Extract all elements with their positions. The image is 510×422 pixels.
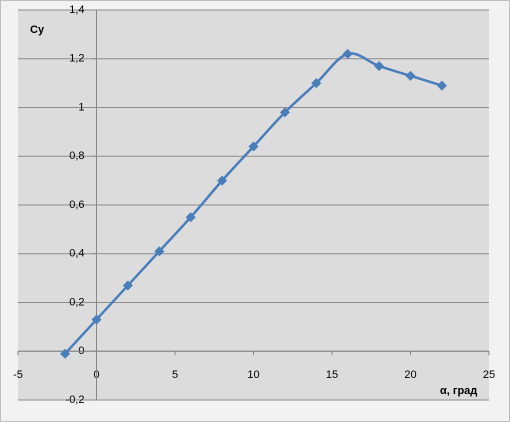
x-tick-label: 15 — [326, 369, 338, 381]
marker — [154, 246, 165, 257]
x-tick-label: 20 — [404, 369, 416, 381]
x-tick-label: 5 — [172, 369, 178, 381]
y-tick-label: 0,6 — [69, 199, 84, 211]
x-tick-label: 25 — [483, 369, 495, 381]
x-tick-label: 10 — [247, 369, 259, 381]
marker — [185, 212, 196, 223]
marker — [279, 107, 290, 118]
x-tick-label: -5 — [13, 369, 23, 381]
x-axis-label: α, град — [440, 385, 477, 397]
y-tick-label: 0,8 — [69, 150, 84, 162]
marker — [60, 348, 71, 359]
y-axis-label: Cy — [30, 24, 45, 36]
marker — [122, 280, 133, 291]
marker — [91, 314, 102, 325]
marker — [217, 175, 228, 186]
y-tick-label: 1,2 — [69, 53, 84, 65]
marker — [342, 48, 353, 59]
marker — [311, 78, 322, 89]
y-tick-label: 0,2 — [69, 296, 84, 308]
y-tick-label: -0,2 — [66, 394, 85, 406]
y-tick-label: 1 — [78, 101, 84, 113]
marker — [248, 141, 259, 152]
y-tick-label: 1,4 — [69, 4, 84, 16]
marker — [436, 80, 447, 91]
marker — [405, 70, 416, 81]
marker — [374, 61, 385, 72]
y-tick-label: 0,4 — [69, 248, 84, 260]
